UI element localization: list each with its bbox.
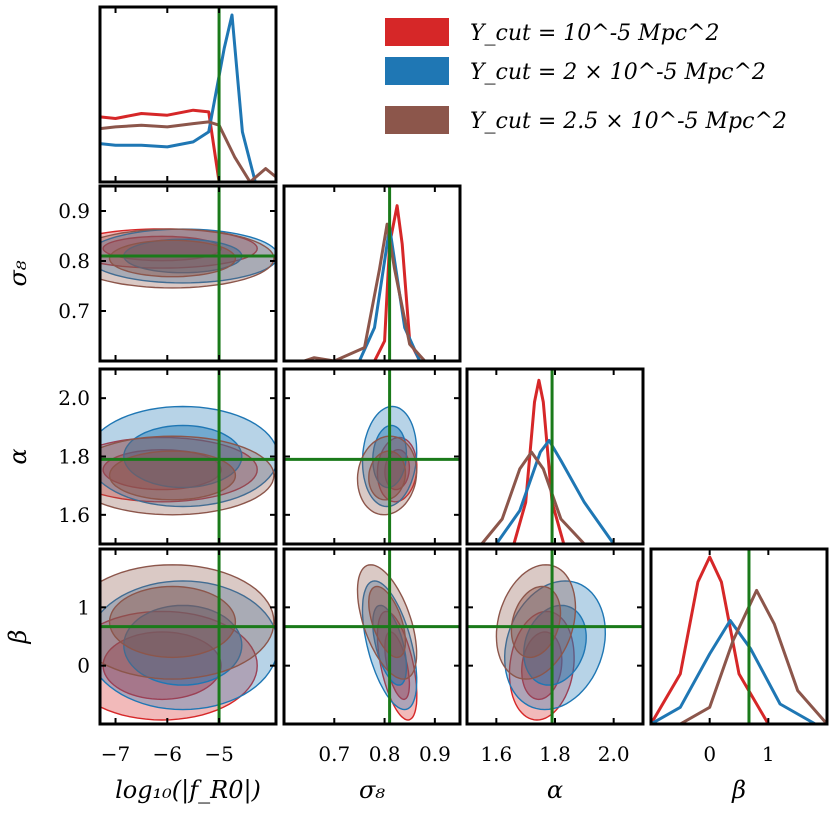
y-axis-label-beta: β (4, 630, 32, 645)
y-tick-label-sigma8: 0.7 (58, 299, 90, 323)
marginal-curve-sigma8-3 (303, 222, 426, 361)
x-tick-label-sigma8: 0.9 (419, 742, 451, 766)
marginal-curve-logfr0-2 (100, 13, 257, 182)
contour-3-inner (368, 450, 407, 501)
panel-frame (649, 547, 829, 726)
marginal-panel-sigma8 (303, 204, 426, 361)
legend-swatch-ycut-1e-5 (385, 18, 449, 46)
marginal-curve-alpha-2 (495, 439, 615, 544)
marginal-curve-beta-1 (651, 555, 770, 724)
x-tick-label-beta: 0 (703, 742, 716, 766)
marginal-curve-logfr0-1 (100, 108, 221, 182)
contour-2-outer (100, 580, 276, 711)
panel-frame (282, 184, 462, 363)
panel-frame (98, 547, 278, 726)
x-axis-label-alpha: α (547, 776, 563, 804)
y-tick-label-sigma8: 0.9 (58, 199, 90, 223)
x-tick-label-alpha: 1.6 (480, 742, 512, 766)
tick-layer: −7 −6 −5 0.7 0.8 0.9 1.6 1.8 2.0 0 1 0.7 0.8 0.9 1.6 1.… (58, 7, 775, 766)
marginal-curve-beta-3 (679, 588, 827, 724)
contour-3-outer (100, 435, 275, 516)
contour-3-outer (356, 564, 418, 680)
contour-3-inner (108, 585, 237, 659)
panel-beta-vs-sigma8 (356, 564, 418, 721)
panel-alpha-vs-sigma8 (356, 405, 418, 516)
contour-2-outer (100, 405, 276, 508)
y-tick-label-alpha: 1.8 (58, 445, 90, 469)
panel-frame (282, 547, 462, 726)
legend-label-ycut-1e-5: Y_cut = 10^-5 Mpc^2 (470, 21, 720, 46)
legend: Y_cut = 10^-5 Mpc^2 Y_cut = 2 × 10^-5 Mp… (385, 18, 787, 134)
y-tick-label-beta: 0 (77, 654, 90, 678)
x-tick-label-alpha: 1.8 (539, 742, 571, 766)
marginal-curve-beta-2 (651, 619, 817, 724)
marginal-curve-logfr0-3 (100, 120, 276, 182)
contour-3-inner (108, 239, 237, 278)
contour-3-inner (108, 450, 237, 501)
x-tick-label-alpha: 2.0 (598, 742, 630, 766)
x-tick-label-beta: 1 (762, 742, 775, 766)
marginal-panel-logfr0 (100, 13, 276, 182)
legend-swatch-ycut-2p5e-5 (385, 106, 449, 134)
legend-swatch-ycut-2e-5 (385, 57, 449, 85)
contour-3-inner (510, 585, 562, 659)
contour-3-inner (367, 585, 407, 659)
y-axis-label-alpha: α (4, 448, 32, 464)
x-tick-label-logfr0: −7 (101, 742, 130, 766)
x-axis-label-sigma8: σ₈ (359, 776, 385, 804)
fiducial-layer (100, 7, 751, 724)
contour-2-outer (503, 580, 607, 711)
x-axis-label-logfr0: log₁₀(|f_R0|) (115, 776, 261, 805)
x-axis-label-beta: β (731, 776, 746, 804)
y-tick-label-alpha: 1.6 (58, 503, 90, 527)
y-tick-label-alpha: 2.0 (58, 386, 90, 410)
y-tick-label-beta: 1 (77, 595, 90, 619)
panel-frame (98, 5, 278, 184)
x-tick-label-sigma8: 0.7 (318, 742, 350, 766)
x-tick-label-logfr0: −5 (204, 742, 233, 766)
contour-3-outer (100, 564, 275, 680)
contour-3-outer (356, 435, 418, 516)
marginal-panel-beta (651, 555, 827, 724)
contour-3-outer (100, 228, 275, 289)
x-tick-label-logfr0: −6 (153, 742, 182, 766)
contour-2-inner (123, 424, 243, 489)
marginal-curve-alpha-3 (480, 450, 586, 544)
marginal-panel-alpha (480, 378, 615, 544)
x-tick-label-sigma8: 0.8 (369, 742, 401, 766)
contour-layer (100, 228, 607, 721)
y-axis-label-sigma8: σ₈ (4, 260, 32, 286)
y-tick-label-sigma8: 0.8 (58, 249, 90, 273)
panel-frame (98, 184, 278, 363)
legend-label-ycut-2e-5: Y_cut = 2 × 10^-5 Mpc^2 (470, 60, 766, 85)
legend-label-ycut-2p5e-5: Y_cut = 2.5 × 10^-5 Mpc^2 (470, 109, 787, 134)
